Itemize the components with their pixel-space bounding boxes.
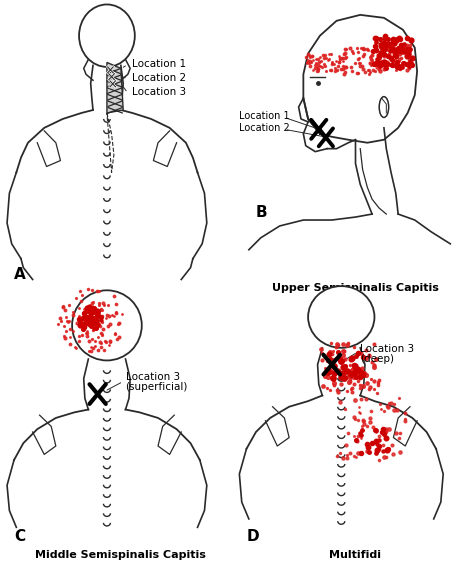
Polygon shape [107,62,123,113]
Ellipse shape [308,286,374,348]
Ellipse shape [72,291,142,361]
Ellipse shape [379,96,389,117]
Text: B: B [256,205,268,220]
Text: Location 2: Location 2 [239,123,290,133]
Text: Multifidi: Multifidi [329,550,382,560]
Text: Location 1: Location 1 [239,111,290,121]
Text: Upper Semispinalis Capitis: Upper Semispinalis Capitis [272,283,439,293]
Text: Location 3: Location 3 [126,372,180,382]
Text: Middle Semispinalis Capitis: Middle Semispinalis Capitis [36,550,206,560]
Polygon shape [303,15,417,142]
Text: Location 1: Location 1 [132,59,187,69]
Text: (deep): (deep) [360,355,394,365]
Text: Location 3: Location 3 [360,344,414,354]
Text: Location 2: Location 2 [132,73,187,83]
Text: D: D [246,530,259,544]
Ellipse shape [79,4,135,67]
Text: C: C [14,530,25,544]
Text: Location 3: Location 3 [132,88,187,98]
Text: A: A [14,268,26,283]
Text: (superficial): (superficial) [126,383,188,393]
